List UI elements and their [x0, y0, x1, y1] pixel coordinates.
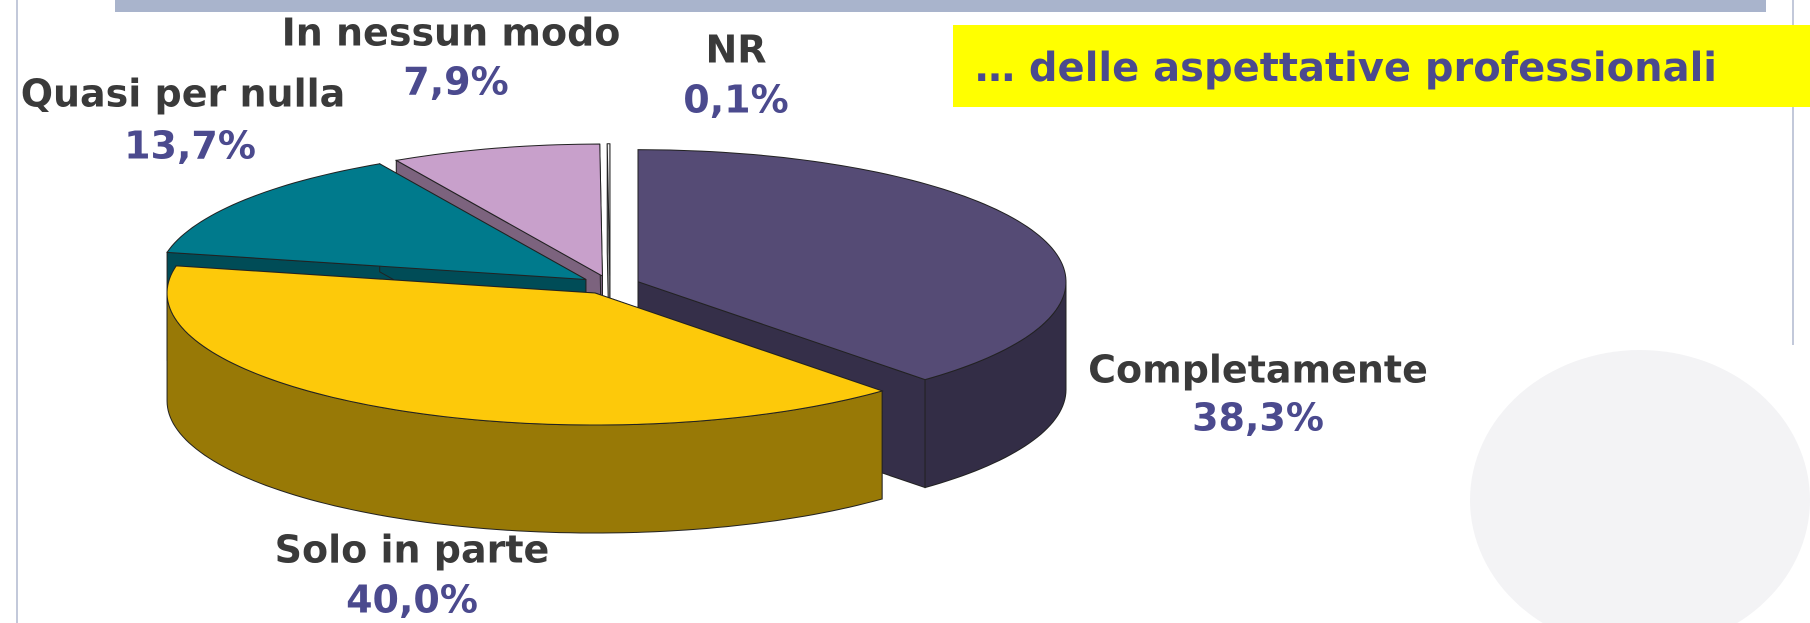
slice-name: Quasi per nulla: [21, 72, 346, 116]
slice-name: NR: [705, 28, 766, 72]
data-label: 0,1%: [683, 78, 788, 122]
slice-name: In nessun modo: [282, 11, 621, 55]
slice-name: Solo in parte: [275, 528, 550, 572]
data-label: 7,9%: [403, 60, 508, 104]
data-label: 13,7%: [124, 124, 256, 168]
data-label: 40,0%: [346, 578, 478, 622]
pie: [167, 144, 1066, 533]
data-label: 38,3%: [1192, 396, 1324, 440]
watermark: [1470, 350, 1810, 623]
slice-name: Completamente: [1088, 348, 1428, 392]
chart-title: … delle aspettative professionali: [975, 45, 1717, 91]
slide: … delle aspettative professionali Comple…: [0, 0, 1810, 623]
